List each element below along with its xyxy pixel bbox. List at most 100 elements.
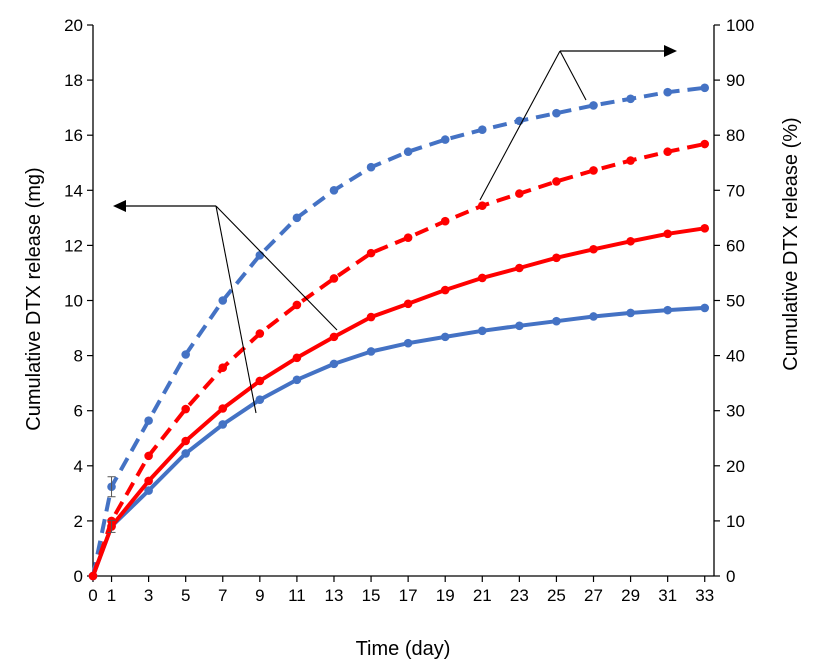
data-point <box>440 285 450 295</box>
data-point <box>626 236 635 246</box>
data-point <box>552 253 561 263</box>
data-point <box>403 147 413 157</box>
x-tick-label: 17 <box>399 586 418 605</box>
y-left-tick-label: 4 <box>74 457 83 476</box>
series-line <box>91 226 705 577</box>
series-line <box>91 142 706 577</box>
y-right-tick-label: 90 <box>726 71 745 90</box>
axes: 0 2 4 6 8 10 12 14 16 18 20 0 10 20 30 40 50 60 70 80 90 100 0… <box>64 16 754 605</box>
arrow-right-head <box>664 45 677 57</box>
data-point <box>403 233 413 242</box>
y-right-tick-label: 40 <box>726 347 745 366</box>
data-point <box>329 332 339 342</box>
data-point <box>366 347 376 356</box>
data-point <box>589 244 598 254</box>
data-point <box>366 248 376 258</box>
y-left-tick-label: 8 <box>74 347 83 366</box>
y-axis-right-title: Cumulative DTX release (%) <box>780 117 802 370</box>
data-point <box>329 186 339 195</box>
data-point <box>589 312 598 321</box>
data-point <box>181 350 190 359</box>
data-point <box>292 353 302 363</box>
x-tick-label: 9 <box>255 586 264 605</box>
series-line <box>91 85 705 577</box>
x-tick-label: 11 <box>288 586 306 605</box>
series-3 <box>88 83 710 581</box>
data-point <box>440 135 450 144</box>
data-point <box>515 189 524 198</box>
data-point <box>403 299 413 309</box>
x-tick-label: 5 <box>181 586 190 605</box>
data-point <box>552 177 561 186</box>
x-tick-label: 21 <box>473 586 492 605</box>
data-point <box>218 363 228 373</box>
series-line <box>91 305 705 577</box>
x-tick-label: 0 <box>88 586 97 605</box>
data-point <box>181 449 190 458</box>
data-point <box>552 108 561 118</box>
data-point <box>515 263 524 273</box>
data-point <box>144 476 153 486</box>
data-point <box>366 162 376 172</box>
x-tick-label: 1 <box>107 586 116 605</box>
data-point <box>144 451 153 461</box>
y-left-tick-label: 16 <box>64 126 83 145</box>
data-point <box>477 273 487 283</box>
arrow-left-head <box>113 200 126 212</box>
x-tick-label: 15 <box>362 586 381 605</box>
x-tick-label: 25 <box>547 586 566 605</box>
y-left-tick-label: 10 <box>64 292 83 311</box>
series-2 <box>88 224 710 581</box>
x-tick-label: 19 <box>436 586 455 605</box>
y-right-tick-label: 0 <box>726 567 735 586</box>
series-4 <box>88 139 710 581</box>
data-point <box>181 436 190 446</box>
y-left-tick-label: 18 <box>64 71 83 90</box>
y-left-tick-label: 2 <box>74 512 83 531</box>
x-tick-label: 23 <box>510 586 529 605</box>
data-point <box>181 404 190 414</box>
data-point <box>626 156 635 165</box>
data-point <box>589 166 598 175</box>
y-left-tick-label: 12 <box>64 236 83 255</box>
data-point <box>477 326 487 336</box>
x-tick-label: 3 <box>144 586 153 605</box>
data-point <box>255 329 265 338</box>
x-tick-label: 7 <box>218 586 227 605</box>
data-point <box>440 332 450 342</box>
data-point <box>403 338 413 348</box>
data-point <box>255 251 265 260</box>
data-point <box>218 404 228 413</box>
y-left-tick-label: 14 <box>64 181 83 200</box>
data-point <box>255 395 265 404</box>
data-point <box>552 316 561 326</box>
arrow-right-leader <box>559 50 587 101</box>
y-right-tick-label: 70 <box>726 181 745 200</box>
series-layer <box>88 83 710 581</box>
data-point <box>366 312 376 322</box>
data-point <box>663 229 672 239</box>
data-point <box>626 308 635 318</box>
data-point <box>700 303 710 313</box>
data-point <box>144 486 153 495</box>
data-point <box>700 139 710 149</box>
y-right-tick-label: 100 <box>726 16 754 35</box>
data-point <box>144 416 153 425</box>
y-right-tick-label: 80 <box>726 126 745 145</box>
x-tick-label: 29 <box>621 586 640 605</box>
data-point <box>329 274 339 283</box>
y-axis-left-title: Cumulative DTX release (mg) <box>23 167 45 430</box>
x-tick-label: 31 <box>658 586 677 605</box>
data-point <box>255 376 265 386</box>
y-right-tick-label: 50 <box>726 292 745 311</box>
data-point <box>440 216 450 226</box>
y-right-tick-label: 60 <box>726 236 745 255</box>
data-point <box>292 213 302 223</box>
arrow-left-leader <box>215 205 338 331</box>
x-axis-title: Time (day) <box>356 638 451 660</box>
data-point <box>329 359 339 369</box>
x-tick-label: 13 <box>325 586 344 605</box>
data-point <box>292 300 302 310</box>
annotations <box>113 45 677 414</box>
